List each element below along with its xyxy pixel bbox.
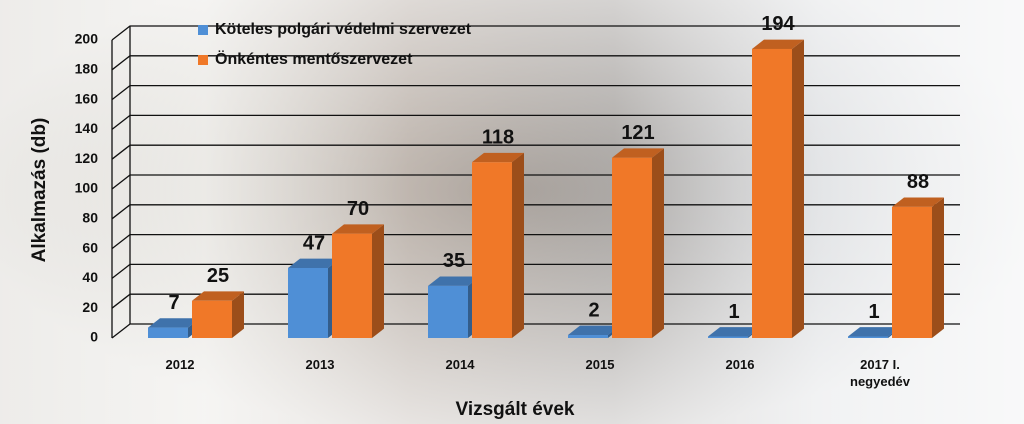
- data-label: 194: [761, 13, 795, 35]
- bar-front: [192, 300, 232, 338]
- bar-top: [612, 148, 664, 158]
- bar-top: [892, 197, 944, 207]
- bar-front: [612, 157, 652, 338]
- bar-top: [428, 276, 480, 286]
- grid-line: [111, 144, 960, 160]
- y-tick-label: 20: [82, 299, 98, 315]
- bar-front: [848, 336, 888, 338]
- bar-top: [752, 39, 804, 49]
- bar-top: [568, 325, 620, 336]
- y-tick-label: 80: [82, 210, 98, 226]
- y-tick-label: 180: [75, 61, 99, 77]
- bar: [192, 291, 244, 338]
- bar-top: [192, 291, 244, 301]
- bar-front: [428, 285, 468, 338]
- grid-line: [111, 204, 960, 220]
- x-axis-title: Vizsgált évek: [455, 399, 574, 420]
- bar-front: [148, 327, 188, 338]
- data-label: 2: [588, 299, 599, 321]
- legend-label: Önkéntes mentőszervezet: [215, 49, 413, 68]
- x-tick-label: 2013: [305, 357, 335, 372]
- bar-front: [472, 162, 512, 338]
- y-tick-label: 100: [75, 180, 99, 196]
- bar: [612, 148, 664, 338]
- bar: [472, 152, 524, 338]
- x-tick-label: 2012: [165, 357, 195, 372]
- legend-swatch: [198, 55, 208, 65]
- legend-swatch: [198, 25, 208, 35]
- data-label: 7: [168, 292, 179, 314]
- legend-label: Köteles polgári védelmi szervezet: [215, 21, 472, 38]
- bar-side: [232, 291, 244, 338]
- x-tick-label: 2016: [725, 357, 755, 372]
- bar-side: [512, 152, 524, 338]
- grid-line: [111, 114, 960, 130]
- bar-top: [708, 327, 760, 337]
- y-axis-title: Alkalmazás (db): [29, 118, 50, 263]
- bar-side: [372, 224, 384, 338]
- grid-line: [111, 84, 960, 101]
- data-label: 1: [728, 301, 739, 323]
- bar: [752, 39, 804, 339]
- grid-line: [111, 174, 960, 190]
- data-label: 88: [907, 171, 929, 193]
- bar-front: [892, 206, 932, 338]
- bar-top: [848, 327, 900, 337]
- bar-front: [332, 233, 372, 338]
- data-label: 121: [621, 122, 654, 144]
- y-tick-label: 40: [82, 269, 98, 285]
- grid-line: [111, 263, 960, 279]
- data-label: 118: [482, 126, 514, 148]
- y-tick-label: 200: [75, 31, 99, 47]
- bar-front: [708, 336, 748, 338]
- data-label: 70: [347, 198, 369, 220]
- y-tick-label: 0: [90, 329, 98, 345]
- data-label: 47: [303, 232, 325, 254]
- x-tick-label: 2015: [585, 357, 615, 372]
- x-tick-label: 2017 I. negyedév: [850, 357, 910, 389]
- bar: [332, 224, 384, 338]
- y-tick-label: 140: [75, 120, 99, 136]
- bar-top: [148, 318, 200, 328]
- bar-front: [752, 48, 792, 338]
- data-label: 1: [868, 301, 879, 323]
- y-tick-label: 160: [75, 90, 99, 106]
- bar-side: [932, 197, 944, 338]
- bar-top: [472, 152, 524, 163]
- x-tick-label: 2014: [445, 357, 475, 372]
- bar-top: [332, 224, 384, 234]
- bar-front: [568, 335, 608, 338]
- grid-line: [111, 233, 960, 250]
- bar-side: [652, 148, 664, 338]
- bar-side: [792, 39, 804, 339]
- bar-front: [288, 267, 328, 338]
- bar: [892, 197, 944, 338]
- data-label: 25: [207, 265, 229, 287]
- y-tick-label: 120: [75, 150, 99, 166]
- data-label: 35: [443, 250, 465, 272]
- y-tick-label: 60: [82, 239, 98, 255]
- bar-top: [288, 258, 340, 268]
